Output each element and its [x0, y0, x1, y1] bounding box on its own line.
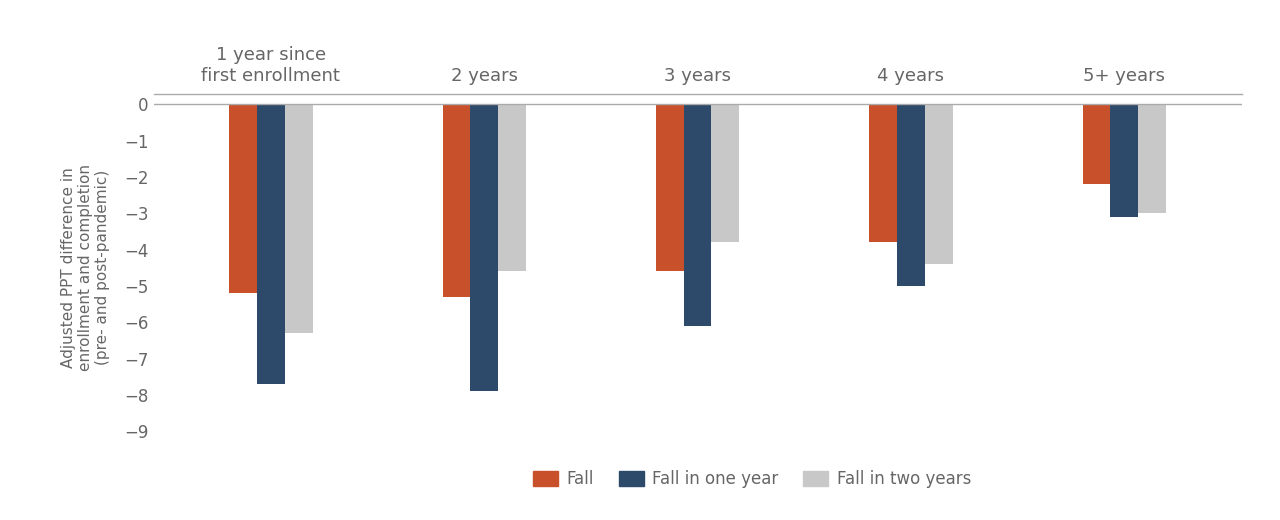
Legend: Fall, Fall in one year, Fall in two years: Fall, Fall in one year, Fall in two year…: [525, 462, 979, 497]
Bar: [869, 105, 897, 242]
Bar: [1083, 105, 1111, 184]
Bar: [684, 105, 712, 326]
Bar: [229, 105, 257, 293]
Bar: [1111, 105, 1138, 217]
Bar: [712, 105, 740, 242]
Bar: [897, 105, 925, 286]
Bar: [657, 105, 684, 271]
Bar: [498, 105, 526, 271]
Bar: [471, 105, 498, 391]
Bar: [443, 105, 471, 297]
Bar: [925, 105, 952, 264]
Bar: [257, 105, 285, 384]
Bar: [1138, 105, 1166, 213]
Y-axis label: Adjusted PPT difference in
enrollment and completion
(pre- and post-pandemic): Adjusted PPT difference in enrollment an…: [60, 164, 110, 371]
Bar: [285, 105, 312, 333]
